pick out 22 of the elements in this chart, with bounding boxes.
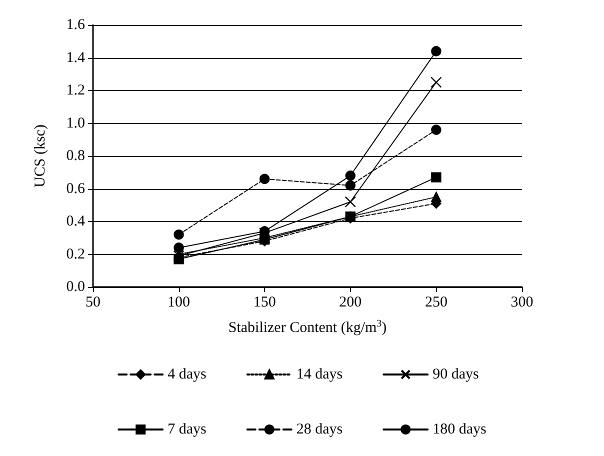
y-tick-label: 1.0 bbox=[66, 115, 85, 132]
y-tick-label: 0.6 bbox=[66, 180, 86, 197]
legend-label: 180 days bbox=[432, 422, 487, 438]
x-tick-label: 300 bbox=[510, 294, 534, 310]
y-tick-label: 1.4 bbox=[66, 50, 86, 66]
legend-label: 7 days bbox=[168, 422, 207, 438]
y-tick-label: 0.8 bbox=[66, 148, 85, 164]
x-tick-label: 150 bbox=[253, 294, 276, 310]
y-tick-label: 1.2 bbox=[66, 82, 85, 98]
y-tick-label: 1.6 bbox=[66, 17, 86, 33]
legend-label: 90 days bbox=[432, 366, 480, 382]
legend-label: 14 days bbox=[296, 366, 343, 382]
y-axis-title: UCS (ksc) bbox=[32, 124, 48, 188]
x-tick-label: 50 bbox=[86, 294, 100, 310]
x-tick-label: 100 bbox=[168, 294, 190, 310]
x-tick-label: 250 bbox=[424, 294, 448, 310]
legend-label: 28 days bbox=[296, 422, 343, 438]
legend-label: 4 days bbox=[168, 366, 207, 382]
y-tick-label: 0.0 bbox=[66, 279, 85, 295]
x-tick-label: 200 bbox=[339, 294, 362, 310]
y-tick-label: 0.2 bbox=[66, 246, 85, 262]
y-tick-label: 0.4 bbox=[66, 214, 86, 230]
